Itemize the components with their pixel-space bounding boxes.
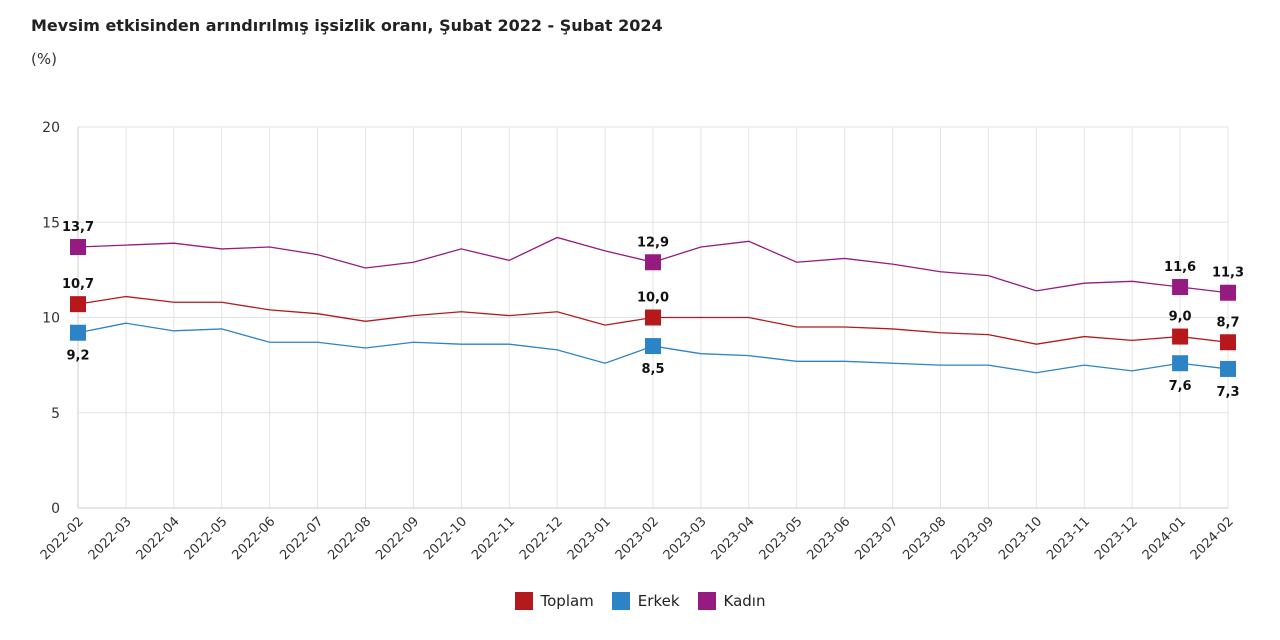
legend-item-toplam[interactable]: Toplam — [514, 592, 594, 610]
data-point-marker — [1220, 334, 1236, 351]
legend-swatch — [514, 592, 533, 610]
data-label: 12,9 — [637, 235, 669, 250]
data-label: 8,5 — [641, 362, 664, 377]
x-tick-label: 2023-06 — [804, 514, 853, 563]
data-point-marker — [70, 239, 86, 256]
data-label: 10,0 — [637, 291, 669, 306]
data-label: 7,6 — [1169, 379, 1192, 394]
x-tick-label: 2022-07 — [277, 514, 326, 563]
x-tick-label: 2023-01 — [565, 514, 614, 563]
x-tick-label: 2024-01 — [1140, 514, 1189, 563]
legend-swatch — [697, 592, 716, 610]
legend-item-kadın[interactable]: Kadın — [697, 592, 766, 610]
x-tick-label: 2023-03 — [661, 514, 710, 563]
y-tick-label: 5 — [51, 406, 60, 422]
data-point-marker — [70, 296, 86, 313]
data-point-marker — [645, 338, 661, 355]
x-tick-label: 2022-09 — [373, 514, 422, 563]
chart-subtitle: (%) — [31, 50, 57, 68]
x-tick-label: 2022-04 — [134, 514, 183, 563]
chart-title: Mevsim etkisinden arındırılmış işsizlik … — [31, 16, 663, 35]
x-tick-label: 2022-06 — [229, 514, 278, 563]
x-tick-label: 2022-02 — [38, 514, 87, 563]
x-tick-label: 2022-11 — [469, 514, 518, 563]
legend-item-erkek[interactable]: Erkek — [611, 592, 680, 610]
data-point-marker — [1172, 355, 1189, 372]
data-point-marker — [1220, 284, 1236, 301]
x-tick-label: 2023-11 — [1044, 514, 1093, 563]
x-tick-label: 2022-05 — [182, 514, 231, 563]
data-label: 7,3 — [1216, 385, 1239, 400]
data-label: 9,2 — [66, 349, 89, 364]
x-tick-label: 2023-12 — [1092, 514, 1141, 563]
legend-label: Erkek — [637, 592, 680, 610]
x-tick-label: 2022-12 — [517, 514, 566, 563]
x-tick-label: 2023-09 — [948, 514, 997, 563]
y-tick-label: 15 — [42, 215, 60, 231]
legend-label: Kadın — [723, 592, 766, 610]
x-tick-label: 2023-07 — [852, 514, 901, 563]
data-point-marker — [645, 254, 661, 271]
x-tick-label: 2023-02 — [613, 514, 662, 563]
x-tick-label: 2022-10 — [421, 514, 470, 563]
data-label: 10,7 — [62, 277, 94, 292]
data-label: 11,6 — [1164, 260, 1196, 275]
data-point-marker — [1172, 328, 1189, 345]
legend: Toplam Erkek Kadın — [0, 592, 1280, 610]
y-tick-label: 20 — [42, 120, 60, 136]
legend-label: Toplam — [540, 592, 594, 610]
data-label: 11,3 — [1212, 266, 1244, 281]
x-tick-label: 2024-02 — [1188, 514, 1237, 563]
data-point-marker — [1172, 279, 1189, 296]
data-point-marker — [1220, 360, 1236, 377]
data-point-marker — [70, 324, 86, 341]
data-label: 9,0 — [1169, 310, 1192, 325]
legend-swatch — [611, 592, 630, 610]
data-point-marker — [645, 309, 661, 326]
x-tick-label: 2023-04 — [709, 514, 758, 563]
x-tick-label: 2023-08 — [900, 514, 949, 563]
x-tick-label: 2023-10 — [996, 514, 1045, 563]
data-label: 13,7 — [62, 220, 94, 235]
y-tick-label: 10 — [42, 311, 60, 327]
x-tick-label: 2022-03 — [86, 514, 135, 563]
x-tick-label: 2023-05 — [757, 514, 806, 563]
y-tick-label: 0 — [51, 501, 60, 517]
data-label: 8,7 — [1216, 315, 1239, 330]
x-tick-label: 2022-08 — [325, 514, 374, 563]
